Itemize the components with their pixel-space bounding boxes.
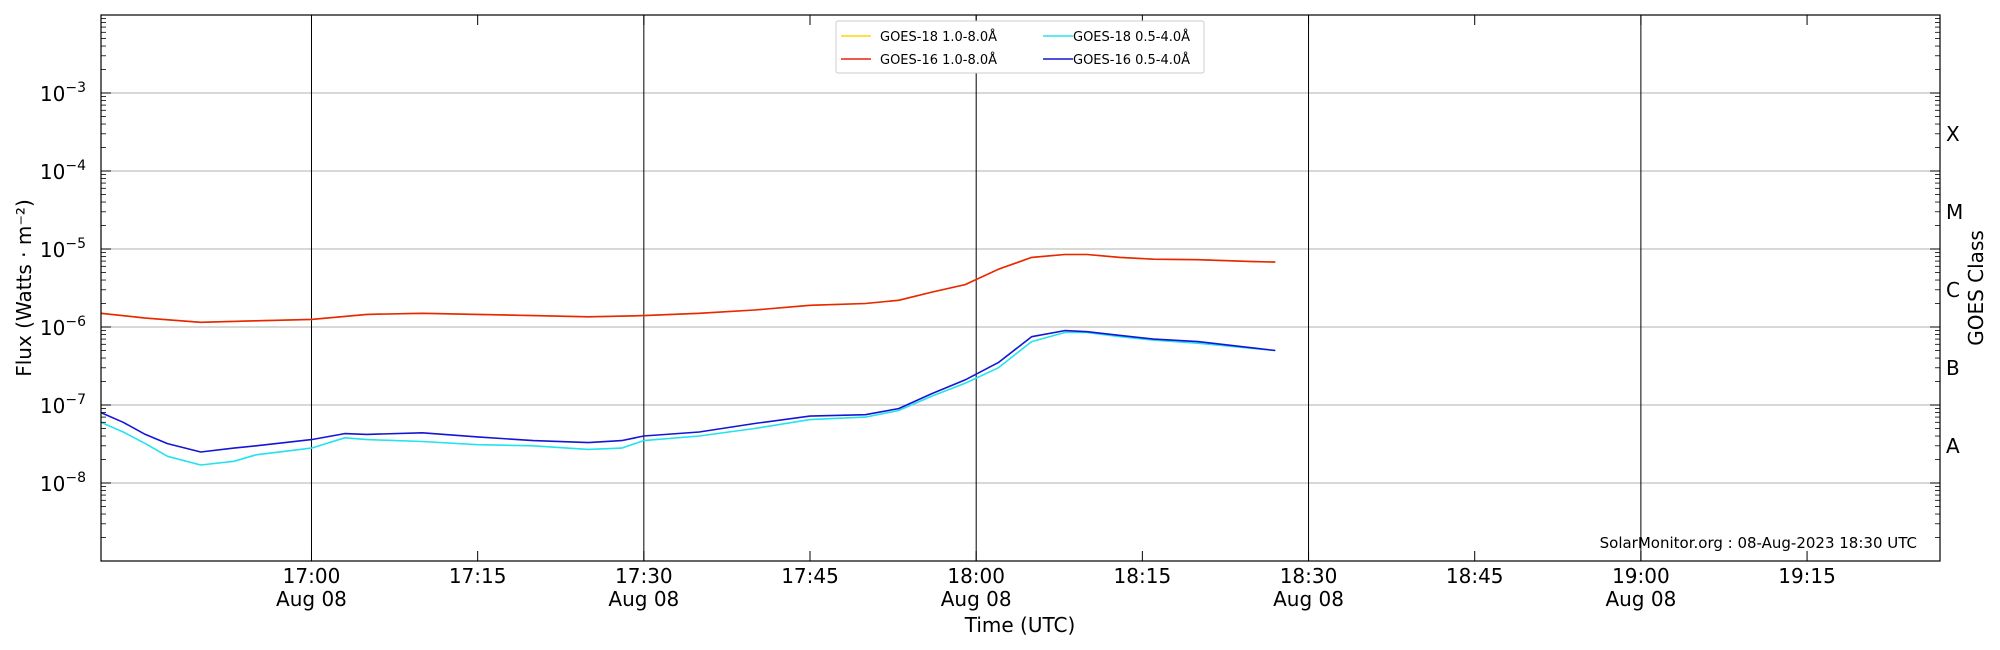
series-line — [100, 253, 1276, 324]
day-marker-lines — [310, 15, 1642, 561]
plot-frame — [100, 14, 1941, 562]
x-tick-date-label: Aug 08 — [1273, 587, 1344, 611]
grid — [101, 92, 1940, 484]
series-line — [100, 253, 1276, 324]
right-axis-title: GOES Class — [1964, 230, 1988, 346]
x-tick-date-label: Aug 08 — [608, 587, 679, 611]
y-tick-label: 10−4 — [40, 158, 86, 184]
x-tick-label: 18:00 — [947, 564, 1005, 588]
y-axis-title: Flux (Watts · m⁻²) — [12, 199, 36, 377]
y-tick-labels: 10−8 10−7 10−6 10−5 10−4 10−3 — [40, 80, 86, 496]
x-tick-date-label: Aug 08 — [1605, 587, 1676, 611]
series-lines — [100, 253, 1276, 466]
y-tick-label: 10−6 — [40, 314, 86, 340]
credit-text: SolarMonitor.org : 08-Aug-2023 18:30 UTC — [1600, 534, 1917, 552]
legend-label-goes16-short: GOES-16 0.5-4.0Å — [1073, 52, 1190, 68]
x-tick-label: 17:30 — [615, 564, 673, 588]
y-tick-label: 10−5 — [40, 236, 86, 262]
x-axis-title: Time (UTC) — [964, 613, 1076, 637]
series-line — [100, 329, 1276, 453]
y-tick-label: 10−8 — [40, 470, 86, 496]
x-tick-label: 17:45 — [781, 564, 839, 588]
goes-class-label: M — [1946, 200, 1963, 224]
legend-box — [835, 20, 1205, 74]
x-tick-date-label: Aug 08 — [941, 587, 1012, 611]
y-tick-label: 10−3 — [40, 80, 86, 106]
goes-class-label: B — [1946, 356, 1960, 380]
goes-class-label: C — [1946, 278, 1960, 302]
legend-label-goes18-long: GOES-18 1.0-8.0Å — [880, 29, 997, 45]
goes-class-labels: A B C M X — [1946, 122, 1963, 458]
goes-class-label: X — [1946, 122, 1960, 146]
legend-label-goes18-short: GOES-18 0.5-4.0Å — [1073, 29, 1190, 45]
x-tick-date-label: Aug 08 — [276, 587, 347, 611]
legend: GOES-18 1.0-8.0Å GOES-16 1.0-8.0Å GOES-1… — [835, 20, 1205, 74]
x-tick-label: 19:00 — [1612, 564, 1670, 588]
x-tick-label: 19:15 — [1778, 564, 1836, 588]
x-tick-label: 18:45 — [1446, 564, 1504, 588]
x-tick-label: 18:15 — [1114, 564, 1172, 588]
x-tick-label: 18:30 — [1280, 564, 1338, 588]
goes-class-label: A — [1946, 434, 1960, 458]
axis-ticks — [101, 15, 1940, 561]
legend-label-goes16-long: GOES-16 1.0-8.0Å — [880, 52, 997, 68]
x-tick-label: 17:00 — [283, 564, 341, 588]
y-tick-label: 10−7 — [40, 392, 86, 418]
x-tick-label: 17:15 — [449, 564, 507, 588]
series-line — [100, 331, 1276, 466]
